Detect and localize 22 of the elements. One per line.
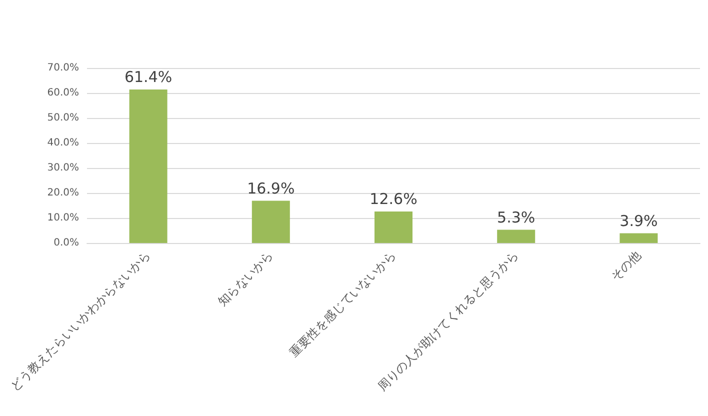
bar bbox=[620, 233, 658, 243]
x-tick-label: その他 bbox=[608, 248, 644, 284]
y-tick-label: 50.0% bbox=[47, 112, 79, 124]
y-tick-label: 20.0% bbox=[47, 188, 79, 198]
data-label: 5.3% bbox=[497, 208, 536, 226]
y-tick-label: 60.0% bbox=[47, 88, 79, 98]
x-tick-label: どう教えたらいいかわからないから bbox=[8, 248, 154, 394]
x-tick-label: 重要性を感じていないから bbox=[286, 248, 398, 360]
y-tick-label: 70.0% bbox=[47, 62, 79, 74]
bar bbox=[497, 230, 536, 243]
data-label: 61.4% bbox=[124, 68, 172, 86]
y-tick-label: 40.0% bbox=[47, 138, 79, 148]
bar bbox=[252, 200, 290, 243]
data-label: 16.9% bbox=[247, 179, 295, 198]
y-tick-label: 30.0% bbox=[47, 162, 79, 174]
data-label: 3.9% bbox=[620, 212, 658, 230]
x-tick-label: 知らないから bbox=[215, 248, 276, 309]
bar bbox=[374, 212, 412, 243]
y-tick-label: 0.0% bbox=[54, 238, 79, 248]
y-tick-label: 10.0% bbox=[47, 212, 79, 224]
bar bbox=[129, 90, 168, 243]
data-label: 12.6% bbox=[370, 190, 418, 208]
